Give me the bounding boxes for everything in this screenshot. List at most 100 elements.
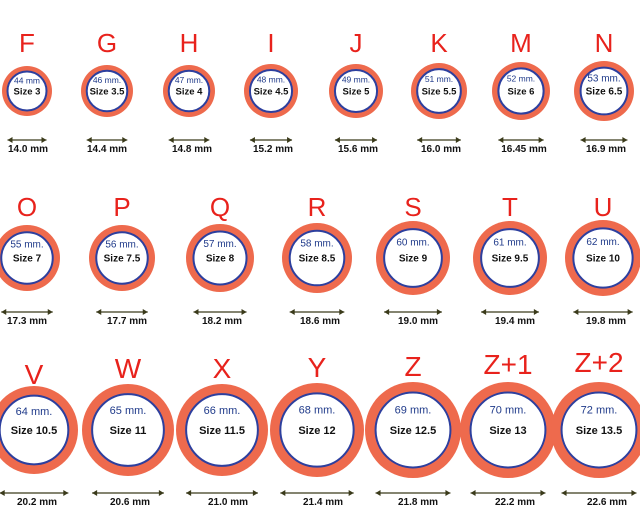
ring-inner-line	[248, 68, 294, 114]
ring-item: N 53 mm. Size 6.5 16.9 mm	[574, 28, 634, 155]
ring-item: W 65 mm. Size 11 20.6 mm	[82, 353, 174, 508]
ring-opening	[573, 228, 633, 288]
ring-size-label: Size 3	[14, 86, 41, 97]
ring-size-label: Size 10.5	[11, 425, 57, 437]
ring-item: Z+1 70 mm. Size 13 22.2 mm	[460, 349, 556, 508]
ring-inner-line	[95, 231, 149, 285]
ring-size-label: Size 11	[110, 425, 147, 437]
ring-item: V 64 mm. Size 10.5 20.2 mm	[0, 359, 78, 508]
ring-item: P 56 mm. Size 7.5 17.7 mm	[89, 192, 155, 327]
arrow-head-left	[289, 309, 295, 315]
arrow-head-right	[538, 137, 544, 143]
ring-inner-line	[0, 231, 54, 285]
arrow-head-left	[384, 309, 390, 315]
ring-size-label: Size 9.5	[492, 254, 529, 265]
arrow-head-left	[280, 490, 286, 496]
ring-size-label: Size 12.5	[390, 425, 436, 437]
ring-opening	[498, 68, 544, 114]
ring-diameter: 17.3 mm	[7, 316, 47, 327]
ring-opening	[1, 232, 53, 284]
ring-item: G 46 mm.Size 3.5 14.4 mm	[81, 28, 133, 155]
ring-opening	[375, 392, 451, 468]
ring-item: U 62 mm. Size 10 19.8 mm	[565, 192, 640, 327]
ring-diameter: 20.2 mm	[17, 497, 57, 508]
ring-diameter: 15.6 mm	[338, 144, 378, 155]
arrow-head-right	[631, 490, 637, 496]
ring-diameter: 21.4 mm	[303, 497, 343, 508]
ring-diameter: 17.7 mm	[107, 316, 147, 327]
arrow-head-left	[96, 309, 102, 315]
ring-letter: Z	[404, 351, 421, 382]
ring-letter: R	[308, 192, 327, 222]
ring-inner-line	[572, 227, 634, 289]
ring-letter: T	[502, 192, 518, 222]
ring-opening	[0, 395, 69, 465]
ring-letter: H	[180, 28, 199, 58]
ring-inner-line	[374, 391, 452, 469]
ring-letter: X	[213, 353, 232, 384]
ring-circumference: 55 mm.	[10, 239, 43, 250]
ring-opening	[92, 394, 164, 466]
ring-letter: K	[430, 28, 448, 58]
ring-opening	[417, 69, 461, 113]
ring-item: Q 57 mm. Size 8 18.2 mm	[186, 192, 254, 327]
ring-inner-line	[6, 70, 48, 112]
ring-diameter: 21.0 mm	[208, 497, 248, 508]
ring-inner-line	[279, 392, 355, 468]
ring-circumference: 49 mm.	[342, 74, 370, 84]
ring-inner-line	[333, 68, 379, 114]
arrow-head-right	[540, 490, 546, 496]
arrow-head-left	[1, 309, 7, 315]
ring-diameter: 14.0 mm	[8, 144, 48, 155]
ring-inner-line	[560, 391, 638, 469]
ring-size-label: Size 7.5	[104, 254, 141, 265]
ring-circumference: 62 mm.	[586, 237, 619, 248]
arrow-head-right	[241, 309, 247, 315]
ring-size-label: Size 13.5	[576, 425, 622, 437]
ring-diameter: 21.8 mm	[398, 497, 438, 508]
ring-opening	[280, 393, 354, 467]
ring-diameter: 14.8 mm	[172, 144, 212, 155]
ring-size-label: Size 5	[343, 86, 371, 97]
arrow-head-left	[470, 490, 476, 496]
ring-opening	[580, 67, 628, 115]
arrow-head-left	[0, 490, 5, 496]
ring-letter: I	[267, 28, 274, 58]
arrow-head-right	[339, 309, 345, 315]
ring-size-label: Size 7	[13, 254, 42, 265]
ring-letter: P	[113, 192, 130, 222]
ring-inner-line	[185, 393, 259, 467]
ring-diameter: 16.9 mm	[586, 144, 626, 155]
ring-item: S 60 mm. Size 9 19.0 mm	[376, 192, 450, 327]
ring-size-label: Size 8.5	[299, 254, 336, 265]
arrow-head-right	[252, 490, 258, 496]
arrow-head-right	[445, 490, 451, 496]
ring-letter: Z+2	[574, 347, 623, 378]
ring-item: M 52 mm. Size 6 16.45 mm	[492, 28, 550, 155]
arrow-head-right	[158, 490, 164, 496]
arrow-head-left	[86, 137, 92, 143]
ring-circumference: 57 mm.	[203, 239, 236, 250]
ring-inner-line	[192, 230, 248, 286]
ring-opening	[96, 232, 148, 284]
ring-circumference: 69 mm.	[395, 404, 432, 416]
ring-opening	[86, 70, 128, 112]
arrow-head-left	[580, 137, 586, 143]
arrow-head-left	[561, 490, 567, 496]
ring-item: K 51 mm. Size 5.5 16.0 mm	[411, 28, 467, 155]
arrow-head-left	[481, 309, 487, 315]
arrow-head-right	[455, 137, 461, 143]
ring-circumference: 48 mm.	[257, 74, 285, 84]
ring-letter: Z+1	[483, 349, 532, 380]
ring-size-label: Size 4.5	[254, 86, 290, 97]
ring-size-label: Size 12	[298, 425, 335, 437]
ring-letter: F	[19, 28, 35, 58]
ring-diameter: 14.4 mm	[87, 144, 127, 155]
arrow-head-right	[622, 137, 628, 143]
ring-item: I 48 mm. Size 4.5 15.2 mm	[244, 28, 298, 155]
ring-letter: M	[510, 28, 532, 58]
ring-opening	[384, 229, 442, 287]
ring-item: X 66 mm. Size 11.5 21.0 mm	[176, 353, 268, 508]
ring-letter: V	[25, 359, 44, 390]
